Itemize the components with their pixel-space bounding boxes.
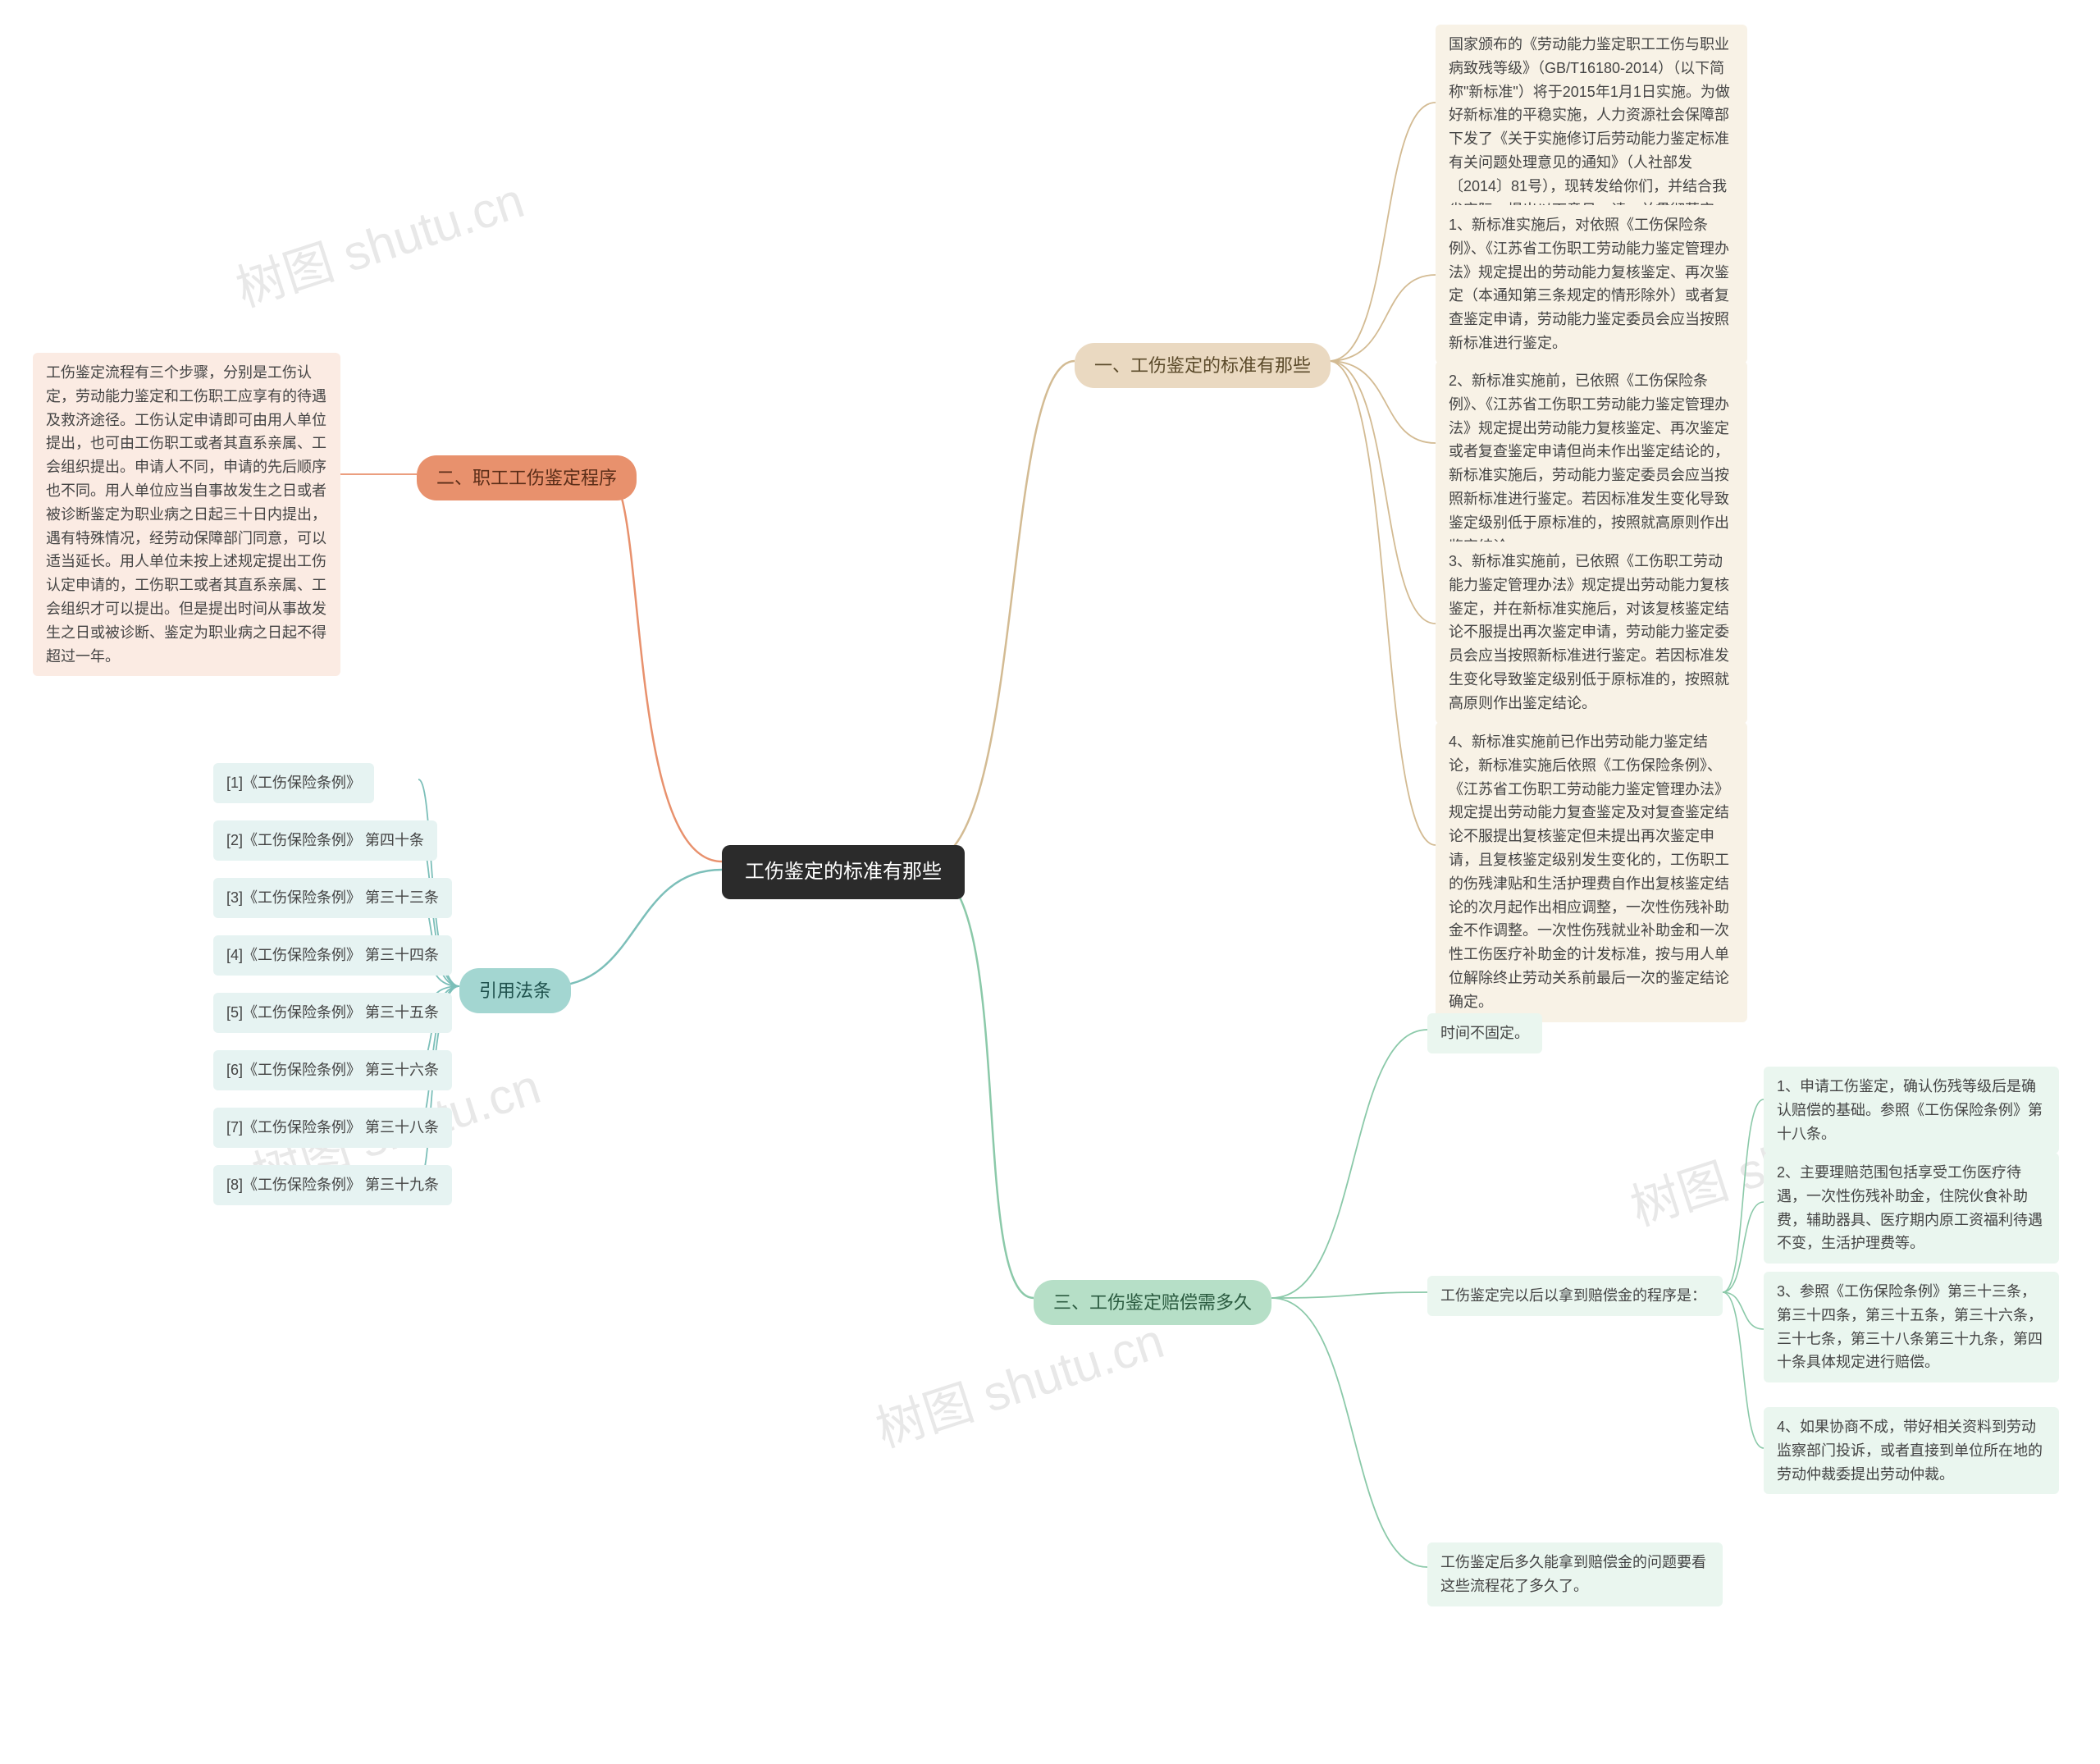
b4-leaf[interactable]: [8]《工伤保险条例》 第三十九条	[213, 1165, 452, 1205]
b4-leaf[interactable]: [6]《工伤保险条例》 第三十六条	[213, 1050, 452, 1090]
b3-sub[interactable]: 1、申请工伤鉴定，确认伤残等级后是确认赔偿的基础。参照《工伤保险条例》第十八条。	[1764, 1067, 2059, 1154]
b3-leaf[interactable]: 工伤鉴定完以后以拿到赔偿金的程序是：	[1427, 1276, 1723, 1316]
b4-leaf[interactable]: [5]《工伤保险条例》 第三十五条	[213, 993, 452, 1033]
b1-leaf[interactable]: 1、新标准实施后，对依照《工伤保险条例》、《江苏省工伤职工劳动能力鉴定管理办法》…	[1436, 205, 1747, 363]
branch-4[interactable]: 引用法条	[459, 968, 571, 1013]
branch-3[interactable]: 三、工伤鉴定赔偿需多久	[1034, 1280, 1271, 1325]
b1-leaf[interactable]: 2、新标准实施前，已依照《工伤保险条例》、《江苏省工伤职工劳动能力鉴定管理办法》…	[1436, 361, 1747, 566]
branch-2[interactable]: 二、职工工伤鉴定程序	[417, 455, 637, 500]
b3-sub[interactable]: 2、主要理赔范围包括享受工伤医疗待遇，一次性伤残补助金，住院伙食补助费，辅助器具…	[1764, 1153, 2059, 1264]
b4-leaf[interactable]: [2]《工伤保险条例》 第四十条	[213, 820, 437, 861]
b3-leaf[interactable]: 时间不固定。	[1427, 1013, 1542, 1053]
b4-leaf[interactable]: [4]《工伤保险条例》 第三十四条	[213, 935, 452, 976]
b2-leaf[interactable]: 工伤鉴定流程有三个步骤，分别是工伤认定，劳动能力鉴定和工伤职工应享有的待遇及救济…	[33, 353, 340, 676]
b4-leaf[interactable]: [1]《工伤保险条例》	[213, 763, 374, 803]
b3-sub[interactable]: 3、参照《工伤保险条例》第三十三条，第三十四条，第三十五条，第三十六条，三十七条…	[1764, 1272, 2059, 1382]
b4-leaf[interactable]: [7]《工伤保险条例》 第三十八条	[213, 1108, 452, 1148]
b1-leaf[interactable]: 4、新标准实施前已作出劳动能力鉴定结论，新标准实施后依照《工伤保险条例》、《江苏…	[1436, 722, 1747, 1022]
b3-sub[interactable]: 4、如果协商不成，带好相关资料到劳动监察部门投诉，或者直接到单位所在地的劳动仲裁…	[1764, 1407, 2059, 1494]
watermark: 树图 shutu.cn	[865, 1301, 1171, 1461]
branch-1[interactable]: 一、工伤鉴定的标准有那些	[1075, 343, 1331, 388]
b1-leaf[interactable]: 国家颁布的《劳动能力鉴定职工工伤与职业病致残等级》（GB/T16180-2014…	[1436, 25, 1747, 230]
b3-leaf[interactable]: 工伤鉴定后多久能拿到赔偿金的问题要看这些流程花了多久了。	[1427, 1542, 1723, 1606]
watermark: 树图 shutu.cn	[226, 161, 532, 321]
b1-leaf[interactable]: 3、新标准实施前，已依照《工伤职工劳动能力鉴定管理办法》规定提出劳动能力复核鉴定…	[1436, 542, 1747, 724]
center-node[interactable]: 工伤鉴定的标准有那些	[722, 845, 965, 899]
b4-leaf[interactable]: [3]《工伤保险条例》 第三十三条	[213, 878, 452, 918]
